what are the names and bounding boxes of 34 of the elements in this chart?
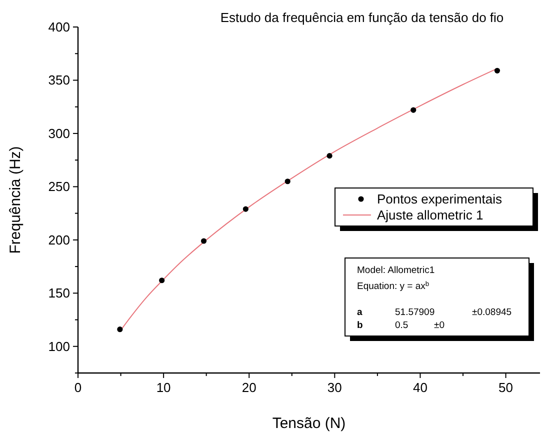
x-axis-title: Tensão (N) (272, 415, 346, 432)
annotation: ±0 (434, 320, 444, 331)
annotation: ±0.08945 (472, 307, 512, 318)
point (410, 107, 416, 113)
x-tick-label: 30 (327, 380, 342, 395)
annotation: 0.5 (395, 320, 408, 331)
point (326, 153, 332, 159)
x-tick-label: 0 (74, 380, 82, 395)
point (159, 278, 165, 284)
point (200, 238, 207, 244)
annotation: a (357, 307, 363, 318)
y-tick-label: 200 (48, 232, 70, 248)
x-tick-label: 20 (242, 380, 256, 395)
x-tick-label: 50 (498, 380, 514, 395)
x-tick-label: 10 (156, 380, 171, 395)
point (284, 178, 290, 184)
point (242, 206, 248, 212)
point (494, 68, 500, 74)
legend-label: Ajuste allometric 1 (377, 208, 484, 222)
annotation: b (357, 320, 363, 331)
chart-title: Estudo da frequência em função da tensão do fio (220, 10, 504, 25)
y-tick-label: 300 (48, 126, 70, 141)
y-tick-label: 400 (48, 20, 70, 34)
y-tick-label: 150 (48, 286, 70, 301)
y-axis-title: Frequência (Hz) (7, 146, 24, 254)
annotation: 51.57909 (395, 307, 435, 318)
y-tick-label: 100 (48, 338, 70, 354)
annotation: Equation: y = ax$^{b}$ (357, 280, 430, 292)
point (117, 326, 123, 332)
legend-label: Pontos experimentais (377, 192, 503, 206)
annotation: Model: Allometric1 (357, 265, 435, 276)
y-tick-label: 250 (48, 179, 70, 194)
y-tick-label: 350 (48, 72, 70, 88)
x-tick-label: 40 (412, 380, 428, 395)
